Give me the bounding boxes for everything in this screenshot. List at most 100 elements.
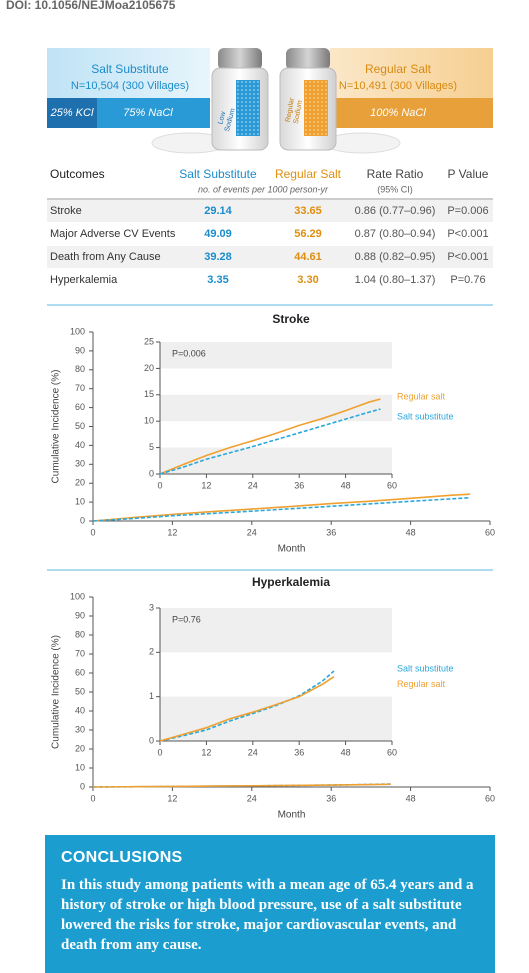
table-header: Regular Salt <box>275 167 342 181</box>
inset-x-tick-label: 48 <box>341 747 351 757</box>
y-axis-label: Cumulative Incidence (%) <box>51 370 62 484</box>
y-tick-label: 40 <box>75 440 85 450</box>
inset-band <box>160 696 392 741</box>
inset-annotation: P=0.006 <box>172 348 206 358</box>
y-tick-label: 20 <box>75 743 85 753</box>
table-cell: P<0.001 <box>447 251 488 263</box>
table-cell: 49.09 <box>204 228 232 240</box>
table-cell: P=0.76 <box>450 274 485 286</box>
chart-title: Stroke <box>272 312 310 326</box>
x-tick-label: 24 <box>247 793 257 803</box>
chart-title: Hyperkalemia <box>252 575 330 589</box>
y-tick-label: 0 <box>80 515 85 525</box>
x-tick-label: 60 <box>485 527 495 537</box>
composition-bar <box>97 98 210 128</box>
y-tick-label: 50 <box>75 686 85 696</box>
y-tick-label: 80 <box>75 364 85 374</box>
inset-band <box>160 342 392 369</box>
x-tick-label: 48 <box>406 793 416 803</box>
table-cell: 1.04 (0.80–1.37) <box>355 274 436 286</box>
y-tick-label: 10 <box>75 762 85 772</box>
inset-x-tick-label: 24 <box>248 480 258 490</box>
arm-n: N=10,491 (300 Villages) <box>339 80 457 92</box>
shaker-label: Regular <box>285 97 296 123</box>
series-label: Salt substitute <box>397 663 454 673</box>
y-tick-label: 10 <box>75 496 85 506</box>
inset-x-tick-label: 0 <box>157 480 162 490</box>
x-tick-label: 60 <box>485 793 495 803</box>
table-cell: Hyperkalemia <box>50 274 118 286</box>
inset-x-tick-label: 36 <box>294 480 304 490</box>
inset-y-tick-label: 25 <box>144 336 154 346</box>
inset-y-tick-label: 3 <box>149 602 154 612</box>
composition-label: 100% NaCl <box>370 107 426 119</box>
x-tick-label: 36 <box>326 527 336 537</box>
inset-x-tick-label: 36 <box>294 747 304 757</box>
conclusions-title: CONCLUSIONS <box>61 849 183 866</box>
table-cell: Stroke <box>50 205 82 217</box>
table-cell: 3.35 <box>207 274 228 286</box>
doi: DOI: 10.1056/NEJMoa2105675 <box>6 0 176 12</box>
y-tick-label: 80 <box>75 629 85 639</box>
shaker-label: Low <box>217 110 227 125</box>
composition-bar <box>330 98 493 128</box>
x-tick-label: 0 <box>90 793 95 803</box>
x-tick-label: 36 <box>326 793 336 803</box>
table-cell: 3.30 <box>297 274 318 286</box>
inset-y-tick-label: 2 <box>149 647 154 657</box>
table-cell: 56.29 <box>294 228 322 240</box>
arm-name: Salt Substitute <box>91 62 169 76</box>
inset-x-tick-label: 60 <box>387 747 397 757</box>
table-header: Rate Ratio <box>367 167 424 181</box>
table-header: Salt Substitute <box>179 167 257 181</box>
x-tick-label: 0 <box>90 527 95 537</box>
inset-x-tick-label: 48 <box>341 480 351 490</box>
conclusions-box: CONCLUSIONS In this study among patients… <box>45 835 495 973</box>
inset-y-tick-label: 0 <box>149 735 154 745</box>
inset-x-tick-label: 12 <box>201 480 211 490</box>
table-body: Stroke 29.14 33.65 0.86 (0.77–0.96) P=0.006 M… <box>47 200 493 286</box>
arm-n: N=10,504 (300 Villages) <box>71 80 189 92</box>
inset-x-tick-label: 60 <box>387 480 397 490</box>
composition-bar <box>47 98 97 128</box>
y-tick-label: 40 <box>75 705 85 715</box>
x-tick-label: 12 <box>167 793 177 803</box>
table-cell: P<0.001 <box>447 228 488 240</box>
series-line <box>92 783 391 788</box>
table-row-shade <box>47 200 493 222</box>
y-tick-label: 60 <box>75 402 85 412</box>
composition-label: 75% NaCl <box>123 107 173 119</box>
table-header: P Value <box>448 167 489 181</box>
series-line <box>92 496 471 522</box>
table-cell: 33.65 <box>294 205 322 217</box>
y-tick-label: 100 <box>70 591 85 601</box>
arm-panel <box>330 48 493 98</box>
x-axis-label: Month <box>278 810 306 821</box>
shaker: Regular Sodium <box>279 48 337 151</box>
inset-y-tick-label: 1 <box>149 691 154 701</box>
y-tick-label: 30 <box>75 724 85 734</box>
composition-label: 25% KCl <box>50 107 94 119</box>
y-tick-label: 70 <box>75 383 85 393</box>
table-cell: 0.86 (0.77–0.96) <box>355 205 436 217</box>
shaker: Low Sodium <box>211 48 269 151</box>
x-tick-label: 24 <box>247 527 257 537</box>
table-cell: 0.87 (0.80–0.94) <box>355 228 436 240</box>
series-label: Salt substitute <box>397 411 454 421</box>
y-tick-label: 100 <box>70 326 85 336</box>
table-cell: Major Adverse CV Events <box>50 228 176 240</box>
inset-x-tick-label: 12 <box>201 747 211 757</box>
table-header: Outcomes <box>50 167 105 181</box>
inset-y-tick-label: 5 <box>149 442 154 452</box>
conclusions-text: In this study among patients with a mean… <box>61 877 474 953</box>
series-line <box>92 493 471 522</box>
x-tick-label: 48 <box>406 527 416 537</box>
table-cell: Death from Any Cause <box>50 251 161 263</box>
table-row-shade <box>47 246 493 268</box>
inset-band <box>160 447 392 474</box>
table-cell: P=0.006 <box>447 205 488 217</box>
inset-band <box>160 394 392 422</box>
